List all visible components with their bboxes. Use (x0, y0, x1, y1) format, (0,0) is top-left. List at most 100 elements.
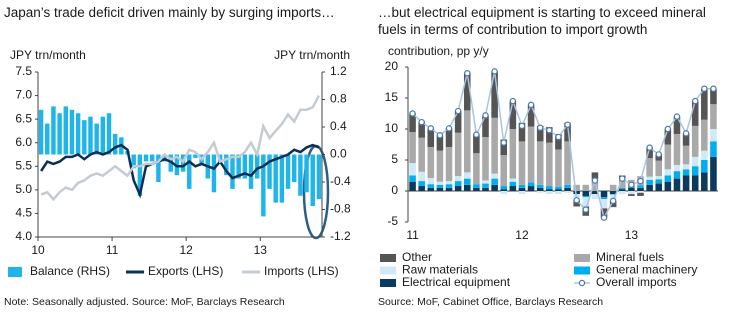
bar-segment (646, 176, 653, 180)
legend-swatch (574, 254, 590, 262)
legend-label: Overall imports (596, 275, 677, 289)
bar (112, 133, 118, 155)
bar-segment (582, 197, 590, 207)
bar-segment (454, 111, 462, 133)
bar-segment (682, 145, 690, 165)
line-marker (600, 214, 608, 221)
bar-segment (409, 175, 416, 182)
bar-segment (664, 175, 672, 182)
legend-swatch (578, 279, 586, 287)
bar (187, 154, 192, 189)
bar-segment (427, 146, 435, 178)
y-axis-label: JPY trn/month (10, 48, 86, 62)
bar (261, 154, 266, 217)
bar-segment (555, 133, 562, 150)
y2-tick-label: 0.4 (330, 119, 347, 133)
bar-segment (655, 183, 663, 191)
bar-segment (463, 73, 471, 111)
bar-segment (628, 191, 635, 195)
line-marker (655, 151, 662, 158)
bar-segment (536, 125, 544, 142)
bar-segment (491, 71, 498, 118)
legend-label: Raw materials (402, 263, 478, 277)
bar-segment (509, 181, 517, 187)
bar-segment (646, 184, 653, 191)
bar-segment (673, 116, 681, 134)
bar-segment (618, 191, 626, 195)
bar-segment (546, 142, 553, 187)
y-tick-label: 5 (391, 152, 398, 166)
line-marker (491, 68, 498, 75)
bar (224, 154, 229, 176)
legend-label: Mineral fuels (596, 250, 664, 264)
bar (149, 154, 155, 162)
bar-segment (618, 189, 626, 191)
bar-segment (600, 199, 608, 209)
bar-segment (710, 88, 717, 105)
x-tick-label: 11 (106, 243, 119, 257)
line-marker (710, 85, 717, 92)
line-marker (473, 131, 480, 138)
legend-swatch (8, 267, 22, 277)
bar-segment (618, 178, 626, 188)
bar-segment (591, 191, 599, 195)
bar-segment (482, 187, 489, 191)
bar (310, 154, 315, 207)
bar (131, 154, 136, 169)
bar (291, 154, 297, 182)
bar-segment (591, 178, 599, 191)
bar-segment (445, 184, 453, 188)
bar-segment (454, 132, 462, 177)
bar-segment (454, 176, 462, 182)
bar-segment (655, 179, 663, 184)
line-marker (701, 85, 708, 92)
y2-tick-label: 0.0 (330, 147, 347, 161)
bar-segment (564, 122, 571, 142)
y2-tick-label: -0.4 (330, 174, 351, 188)
bar (100, 116, 106, 155)
line-marker (609, 197, 617, 205)
bar-segment (682, 169, 690, 176)
bar-segment (445, 187, 453, 191)
bar (304, 154, 309, 193)
y-tick-label: 6.5 (15, 111, 32, 125)
bar (285, 154, 291, 189)
y-tick-label: 6.0 (15, 135, 32, 149)
bar (94, 123, 99, 155)
bar-segment (691, 156, 699, 167)
line-marker (518, 122, 526, 130)
bar-segment (409, 163, 416, 176)
bar-segment (628, 187, 635, 191)
legend-swatch (574, 266, 590, 275)
bar (143, 154, 149, 162)
bar-segment (418, 186, 425, 191)
bar (273, 154, 278, 203)
chart-title: …but electrical equipment is starting to… (378, 5, 706, 37)
bar (45, 123, 50, 155)
bar-segment (427, 187, 435, 191)
line-marker (682, 130, 690, 137)
line-marker (564, 121, 571, 128)
bar-segment (409, 113, 416, 133)
legend-label: Imports (LHS) (264, 264, 339, 278)
bar-segment (509, 129, 517, 179)
bar-segment (509, 178, 517, 182)
bar-segment (518, 191, 526, 195)
bar (316, 154, 322, 200)
bar-segment (546, 189, 553, 191)
line-marker (582, 206, 589, 213)
legend-label: Other (402, 250, 432, 264)
bar-segment (536, 141, 544, 185)
bar-segment (655, 160, 663, 177)
bar-segment (664, 144, 672, 170)
bar-segment (701, 160, 708, 173)
line-marker (418, 118, 425, 126)
bar-segment (482, 115, 489, 138)
bar-segment (600, 197, 608, 200)
legend-label: Electrical equipment (402, 275, 511, 289)
line-marker (527, 101, 535, 109)
bar-segment (482, 137, 489, 181)
bar-segment (445, 146, 453, 182)
bar-segment (473, 134, 480, 154)
